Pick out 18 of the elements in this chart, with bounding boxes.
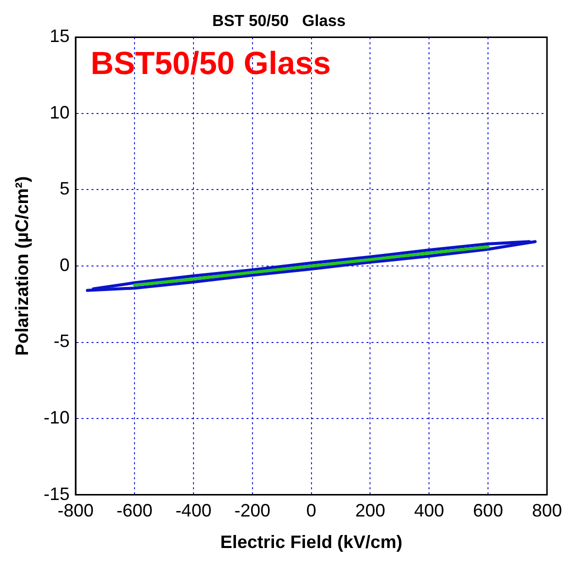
y-axis-title: Polarization (µC/cm²): [12, 176, 32, 356]
x-tick-label: -200: [234, 500, 270, 521]
x-tick-label: 400: [414, 500, 444, 521]
annotation: BST50/50 Glass: [90, 45, 331, 82]
x-tick-label: -600: [116, 500, 153, 521]
y-tick-label: 0: [60, 254, 70, 275]
y-tick-label: 15: [50, 26, 70, 46]
chart-title: BST 50/50 Glass: [212, 13, 346, 30]
x-tick-label: 200: [355, 500, 386, 521]
x-tick-label: 0: [306, 500, 316, 521]
y-tick-label: -10: [44, 408, 70, 428]
x-tick-label: 600: [473, 500, 504, 521]
y-tick-label: -5: [54, 331, 70, 352]
x-axis-title: Electric Field (kV/cm): [220, 532, 402, 552]
y-tick-label: 5: [60, 178, 70, 199]
x-tick-label: 800: [532, 500, 562, 521]
y-tick-label: 10: [50, 102, 70, 122]
x-tick-label: -400: [175, 500, 212, 521]
